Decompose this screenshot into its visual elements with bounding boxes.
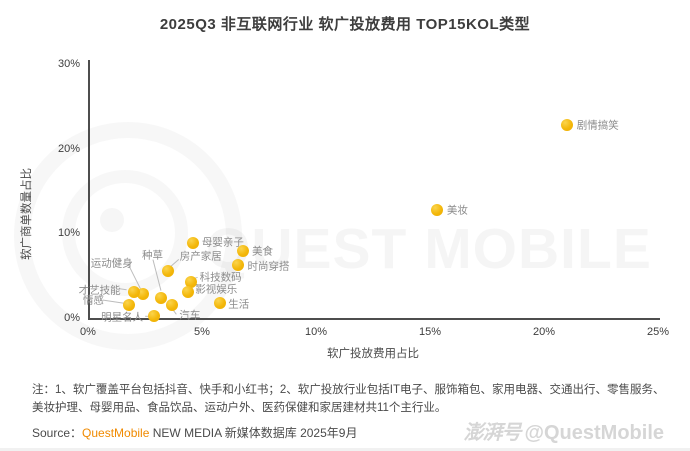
scatter-point [430, 203, 443, 216]
x-tick-label: 5% [194, 326, 210, 338]
point-label: 运动健身 [90, 257, 133, 270]
scatter-point [123, 299, 136, 312]
point-label: 影视娱乐 [195, 283, 238, 296]
scatter-point [186, 237, 199, 250]
point-label: 科技数码 [199, 271, 242, 284]
scatter-point [161, 265, 174, 278]
y-tick-label: 10% [57, 227, 80, 240]
x-axis-line [88, 318, 660, 320]
source-line: Source：QuestMobile NEW MEDIA 新媒体数据库 2025… [32, 424, 357, 441]
scatter-point [214, 296, 227, 309]
point-label: 母婴亲子 [201, 236, 244, 249]
x-tick-label: 20% [532, 326, 556, 338]
point-label: 剧情搞笑 [576, 119, 619, 132]
point-label: 美食 [252, 245, 274, 258]
footnote-line-1: 注：1、软广覆盖平台包括抖音、快手和小红书；2、软广投放行业包括IT电子、服饰箱… [32, 384, 665, 396]
point-label: 时尚穿搭 [247, 260, 290, 273]
bottom-edge-strip [0, 448, 690, 451]
y-axis-title: 软广商单数量占比 [21, 168, 33, 260]
leader-line [172, 309, 177, 315]
x-tick-label: 0% [80, 326, 96, 338]
corner-watermark: 澎湃号 @QuestMobile [463, 416, 664, 445]
scatter-point [232, 258, 245, 271]
chart-title: 2025Q3 非互联网行业 软广投放费用 TOP15KOL类型 [159, 16, 531, 33]
footnote-line-2: 美妆护理、母婴用品、食品饮品、运动户外、医药保健和家居建材共11个主行业。 [32, 402, 447, 415]
scatter-point [136, 288, 149, 301]
y-tick-label: 0% [64, 312, 80, 324]
leader-line [152, 259, 162, 291]
point-label: 明星名人 [101, 311, 144, 324]
point-label: 美妆 [446, 204, 468, 217]
source-suffix: NEW MEDIA 新媒体数据库 2025年9月 [149, 426, 358, 440]
point-label: 汽车 [179, 309, 201, 322]
corner-watermark-handle: @QuestMobile [524, 422, 664, 444]
x-tick-label: 10% [304, 326, 328, 338]
watermark-logo-center-dot [100, 208, 124, 232]
scatter-point [154, 291, 167, 304]
leader-line [170, 259, 180, 267]
y-tick-label: 20% [57, 142, 80, 155]
point-label: 生活 [228, 298, 250, 311]
scatter-point [148, 310, 161, 323]
source-prefix: Source： [32, 426, 83, 440]
watermark-logo-inner-ring [62, 170, 188, 296]
leader-line [119, 288, 127, 291]
leader-line [103, 299, 125, 304]
scatter-point [182, 285, 195, 298]
source-brand: QuestMobile [82, 426, 150, 440]
x-axis-title: 软广投放费用占比 [327, 348, 419, 360]
x-tick-label: 15% [418, 326, 442, 338]
scatter-point [237, 245, 250, 258]
scatter-point [184, 276, 197, 289]
footnote: 注：1、软广覆盖平台包括抖音、快手和小红书；2、软广投放行业包括IT电子、服饰箱… [32, 381, 672, 418]
point-label: 房产家居 [179, 250, 222, 263]
y-tick-label: 30% [57, 58, 80, 70]
point-label: 情感 [83, 294, 105, 307]
point-label: 种草 [141, 249, 163, 262]
scatter-point [127, 285, 140, 298]
scatter-point [166, 299, 179, 312]
corner-watermark-badge: 澎湃号 [463, 422, 521, 444]
y-axis-line [88, 60, 90, 318]
x-tick-label: 25% [646, 326, 670, 338]
point-label: 才艺技能 [78, 284, 121, 297]
scatter-point [560, 118, 573, 131]
